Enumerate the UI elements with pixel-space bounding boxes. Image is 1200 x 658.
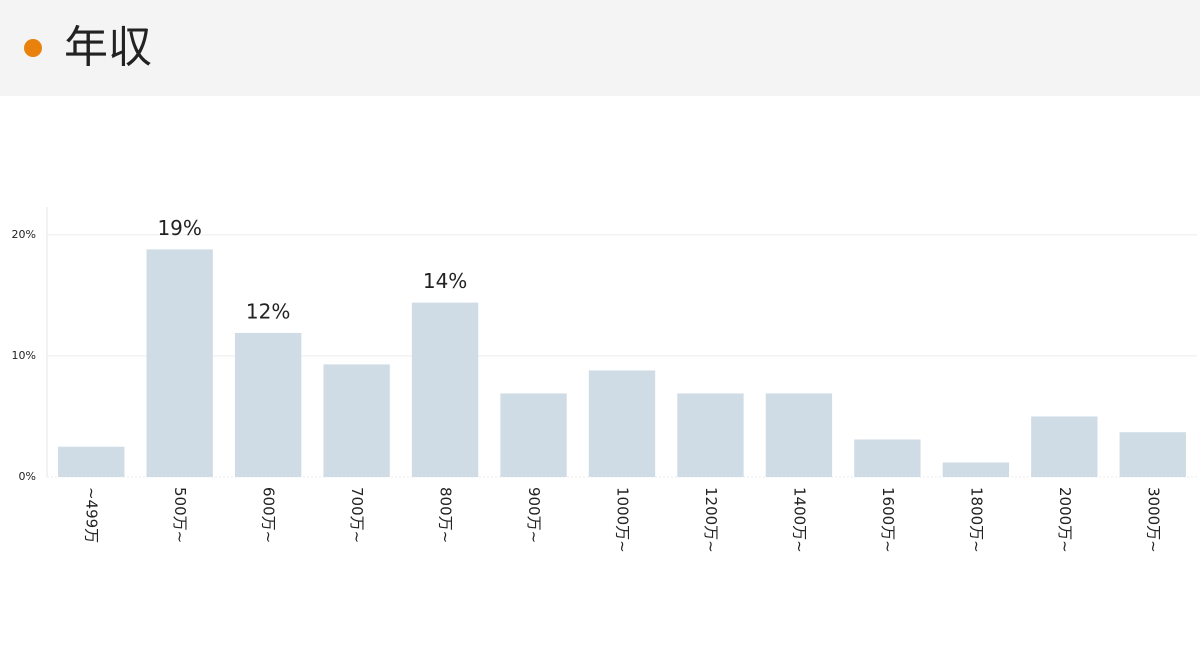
- header-bar: [0, 0, 1200, 96]
- y-tick-label: 20%: [12, 228, 36, 241]
- x-tick-label: 1600万~: [879, 487, 897, 553]
- bar: [500, 393, 567, 477]
- x-tick-label: 3000万~: [1144, 487, 1162, 553]
- x-tick-label: 1400万~: [790, 487, 808, 553]
- x-tick-label: 1800万~: [967, 487, 985, 553]
- x-tick-label: 500万~: [171, 487, 189, 543]
- bar: [677, 393, 744, 477]
- y-tick-label: 10%: [12, 349, 36, 362]
- x-tick-label: 2000万~: [1056, 487, 1074, 553]
- bar: [765, 393, 833, 477]
- value-label: 14%: [423, 269, 467, 293]
- x-tick-label: 1200万~: [702, 487, 720, 553]
- value-label: 19%: [157, 216, 201, 240]
- bar: [854, 439, 921, 477]
- bar: [1031, 416, 1098, 477]
- bar: [942, 462, 1010, 477]
- x-tick-label: 900万~: [525, 487, 543, 543]
- chart: 0% 10% 20% ~499万 500万~ 19% 600万~ 12% 700万~ 800万~ 1…: [12, 216, 1197, 553]
- x-tick-label: 800万~: [437, 487, 455, 543]
- x-tick-label: 1000万~: [614, 487, 632, 553]
- header-dot: [24, 39, 42, 57]
- bar: [411, 302, 479, 477]
- x-tick-label: 600万~: [260, 487, 278, 543]
- header-title: 年収: [64, 22, 152, 73]
- bar: [323, 364, 390, 477]
- bar: [234, 332, 302, 477]
- x-tick-label: 700万~: [348, 487, 366, 543]
- bar: [146, 249, 213, 477]
- bar: [588, 370, 656, 477]
- value-label: 12%: [246, 299, 290, 323]
- x-tick-label: ~499万: [83, 487, 101, 543]
- bar: [58, 446, 125, 477]
- bar: [1119, 432, 1186, 477]
- y-tick-label: 0%: [19, 470, 36, 483]
